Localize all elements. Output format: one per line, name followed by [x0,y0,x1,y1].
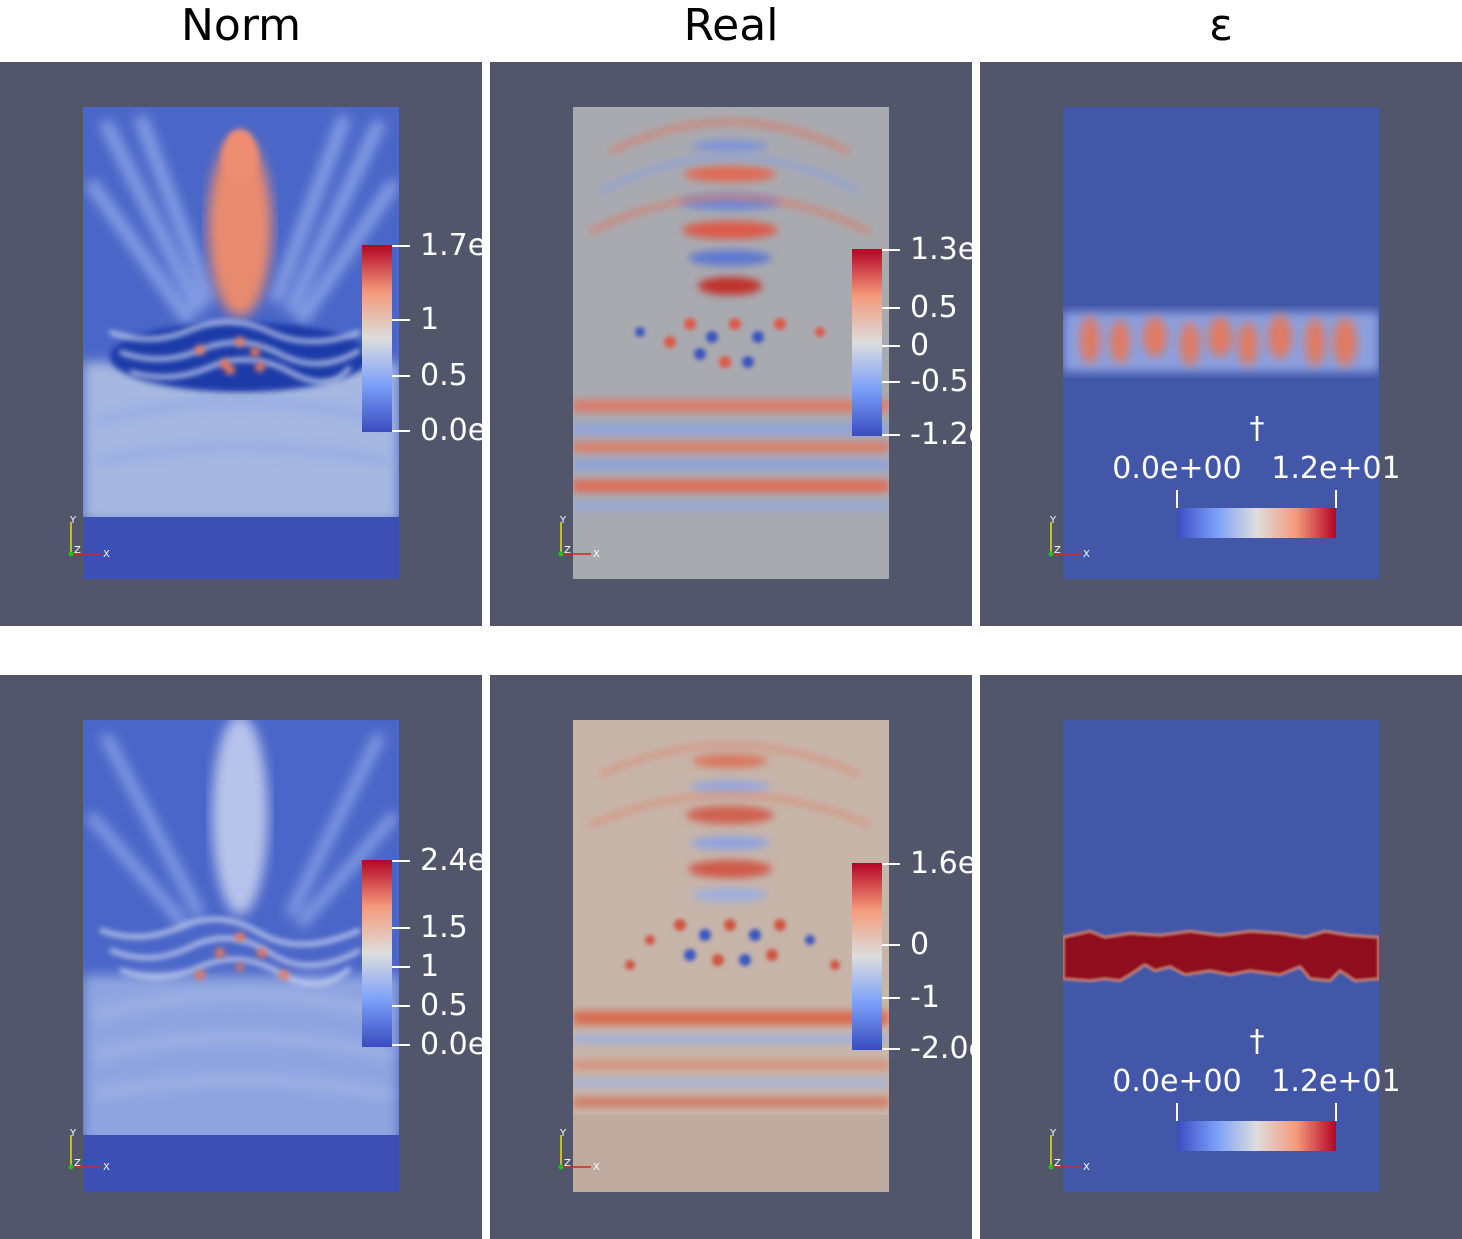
colorbar-real-2: 1.6e 0 -1 -2.0e [852,846,972,1066]
svg-text:X: X [593,549,600,560]
real-field-2 [573,720,889,1192]
colorbar-tick-label: 1.6e [910,846,972,881]
svg-text:X: X [103,549,110,560]
column-title-real: Real [683,0,779,51]
axes-triad-icon: Y X Z [558,1128,600,1173]
render-view-real-2[interactable]: 1.6e 0 -1 -2.0e Y X Z [490,675,972,1239]
norm-field-2 [83,720,399,1192]
svg-text:Y: Y [559,515,567,526]
colorbar-tick-label: 1.7e [420,228,482,263]
colorbar-tick-label: 1 [420,302,439,337]
axes-triad-icon: Y X Z [68,515,110,560]
svg-text:Z: Z [564,545,571,556]
colorbar-tick-label: -1 [910,980,940,1015]
render-view-epsilon-2[interactable]: † 0.0e+00 1.2e+01 Y X Z [980,675,1462,1239]
colorbar-tick-label: 0.5 [420,988,468,1023]
axes-triad-icon: Y X Z [68,1128,110,1173]
column-title-norm: Norm [180,0,301,51]
render-view-epsilon-1[interactable]: † 0.0e+00 1.2e+01 Y X Z [980,62,1462,626]
real-field-1 [573,107,889,579]
axes-triad-icon: Y X Z [1048,515,1090,560]
svg-text:X: X [1083,549,1090,560]
colorbar-min-label: 0.0e+00 [1112,451,1241,486]
svg-text:Y: Y [69,515,77,526]
axes-triad-icon: Y X Z [558,515,600,560]
column-title-epsilon: ε [1209,0,1233,51]
colorbar-min-label: 0.0e+00 [1112,1064,1241,1099]
svg-text:Y: Y [69,1128,77,1139]
colorbar-tick-label: 0.5 [910,290,958,325]
svg-text:Z: Z [74,545,81,556]
epsilon-field-1 [1063,107,1379,579]
render-view-norm-2[interactable]: 2.4e 1.5 1 0.5 0.0e Y X Z [0,675,482,1239]
svg-text:X: X [1083,1162,1090,1173]
colorbar-tick-label: 0.5 [420,358,468,393]
svg-text:Z: Z [1054,1158,1061,1169]
colorbar-tick-label: 1.3e [910,232,972,267]
svg-text:X: X [593,1162,600,1173]
svg-text:Y: Y [559,1128,567,1139]
colorbar-tick-label: -0.5 [910,364,969,399]
svg-text:Z: Z [1054,545,1061,556]
colorbar-title: † [1250,1024,1265,1059]
svg-text:Y: Y [1049,515,1057,526]
colorbar-title: † [1250,411,1265,446]
colorbar-epsilon-2: † 0.0e+00 1.2e+01 [1112,1024,1401,1151]
colorbar-max-label: 1.2e+01 [1271,1064,1400,1099]
colorbar-epsilon-1: † 0.0e+00 1.2e+01 [1112,411,1401,538]
render-view-norm-1[interactable]: 1.7e 1 0.5 0.0e Y X Z [0,62,482,626]
svg-text:X: X [103,1162,110,1173]
colorbar-norm-2: 2.4e 1.5 1 0.5 0.0e [362,843,482,1062]
svg-text:Y: Y [1049,1128,1057,1139]
colorbar-tick-label: 1.5 [420,910,468,945]
colorbar-tick-label: 1 [420,949,439,984]
colorbar-tick-label: 2.4e [420,843,482,878]
axes-triad-icon: Y X Z [1048,1128,1090,1173]
colorbar-tick-label: -1.2e [910,417,972,452]
colorbar-tick-label: 0 [910,927,929,962]
colorbar-real-1: 1.3e 0.5 0 -0.5 -1.2e [852,232,972,452]
svg-text:Z: Z [74,1158,81,1169]
render-view-real-1[interactable]: 1.3e 0.5 0 -0.5 -1.2e Y X Z [490,62,972,626]
colorbar-tick-label: 0.0e [420,413,482,448]
svg-text:Z: Z [564,1158,571,1169]
colorbar-tick-label: -2.0e [910,1031,972,1066]
colorbar-tick-label: 0 [910,328,929,363]
colorbar-norm-1: 1.7e 1 0.5 0.0e [362,228,482,448]
colorbar-max-label: 1.2e+01 [1271,451,1400,486]
norm-field-1 [83,107,399,579]
epsilon-field-2 [1063,720,1379,1192]
colorbar-tick-label: 0.0e [420,1027,482,1062]
